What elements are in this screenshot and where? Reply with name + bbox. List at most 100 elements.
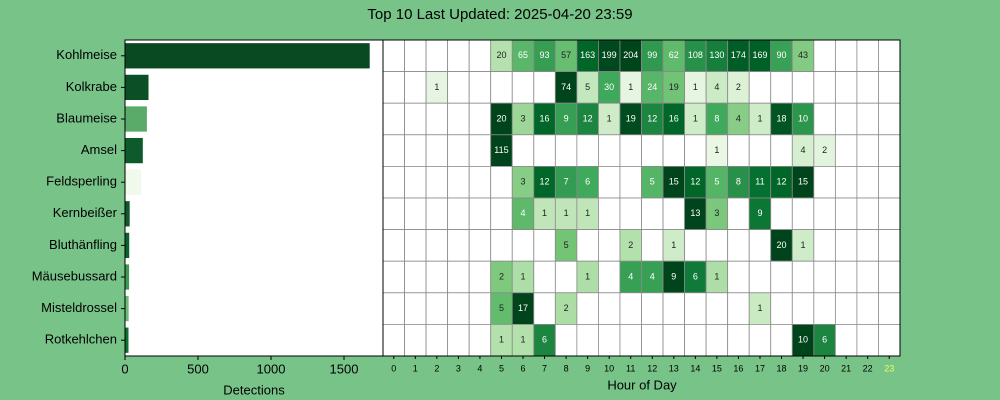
heatmap-cell (791, 197, 815, 231)
heatmap-cell (770, 197, 793, 231)
heatmap-cell (404, 292, 427, 325)
heatmap-cell (641, 229, 664, 262)
cell-label: 1 (585, 271, 590, 281)
heatmap-cell (468, 102, 492, 136)
x-tick-label: 14 (690, 363, 700, 373)
y-tick-label: Kohlmeise (56, 47, 117, 62)
cell-label: 5 (499, 303, 504, 313)
cell-label: 108 (688, 50, 703, 60)
cell-label: 12 (540, 177, 550, 187)
heatmap-cell (382, 229, 405, 262)
x-axis-label: Hour of Day (607, 377, 677, 392)
cell-label: 16 (540, 113, 550, 123)
cell-label: 1 (521, 271, 526, 281)
heatmap-cell (856, 229, 879, 262)
cell-label: 2 (628, 240, 633, 250)
heatmap-cell (404, 323, 427, 357)
cell-label: 65 (518, 50, 528, 60)
cell-label: 174 (731, 50, 746, 60)
cell-label: 5 (564, 240, 569, 250)
heatmap-cell (641, 134, 664, 167)
cell-label: 4 (650, 271, 655, 281)
heatmap-cell (813, 102, 836, 136)
heatmap-cell (641, 197, 664, 231)
heatmap-cell (382, 165, 405, 199)
heatmap-cell (404, 71, 427, 104)
heatmap-cell (619, 165, 642, 199)
cell-label: 6 (542, 335, 547, 345)
heatmap-cell (490, 71, 513, 104)
x-tick-label: 6 (521, 363, 526, 373)
heatmap-cell (468, 134, 492, 167)
cell-label: 62 (669, 50, 679, 60)
heatmap-cell (684, 323, 707, 357)
cell-label: 5 (650, 177, 655, 187)
heatmap-cell (490, 165, 513, 199)
heatmap-cell (856, 102, 879, 136)
cell-label: 19 (626, 113, 636, 123)
cell-label: 4 (714, 82, 719, 92)
bar (125, 295, 129, 322)
cell-label: 8 (736, 177, 741, 187)
heatmap-cell (705, 323, 729, 357)
heatmap-cell (748, 260, 772, 294)
heatmap-cell (404, 165, 427, 199)
heatmap-cell (425, 102, 449, 136)
heatmap-cell (813, 292, 836, 325)
heatmap-cell (813, 165, 836, 199)
heatmap-cell (468, 260, 492, 294)
heatmap-cell (834, 71, 858, 104)
heatmap-cell (598, 323, 621, 357)
y-tick-label: Feldsperling (46, 174, 117, 189)
heatmap-cell (684, 134, 707, 167)
y-tick-label: Amsel (81, 142, 117, 157)
heatmap-cell (748, 134, 772, 167)
x-tick-label: 15 (712, 363, 722, 373)
cell-label: 7 (564, 177, 569, 187)
heatmap-cell (727, 197, 750, 231)
cell-label: 1 (585, 208, 590, 218)
cell-label: 43 (798, 50, 808, 60)
heatmap-cell (511, 71, 535, 104)
cell-label: 17 (518, 303, 528, 313)
bar (125, 43, 370, 69)
x-tick-label: 21 (841, 363, 851, 373)
cell-label: 1 (714, 271, 719, 281)
heatmap-cell (598, 165, 621, 199)
heatmap-cell (554, 134, 578, 167)
bar (125, 232, 130, 259)
heatmap-cell (468, 39, 492, 73)
heatmap-cell (878, 292, 901, 325)
heatmap-cell (770, 323, 793, 357)
heatmap-cell (533, 260, 556, 294)
heatmap-cell (382, 260, 405, 294)
cell-label: 4 (736, 113, 741, 123)
y-tick-label: Mäusebussard (32, 268, 117, 283)
y-tick-label: Rotkehlchen (45, 332, 117, 347)
heatmap-cell (490, 197, 513, 231)
cell-label: 13 (690, 208, 700, 218)
x-tick-label: 11 (626, 363, 635, 373)
x-tick-label: 12 (647, 363, 657, 373)
x-tick-label: 5 (499, 363, 504, 373)
cell-label: 4 (521, 208, 526, 218)
heatmap-cell (834, 323, 858, 357)
heatmap-cell (770, 292, 793, 325)
heatmap-cell (813, 71, 836, 104)
heatmap-cell (834, 165, 858, 199)
x-tick-label: 8 (564, 363, 569, 373)
heatmap-cell (382, 39, 405, 73)
heatmap-cell (791, 292, 815, 325)
heatmap-cell (878, 134, 901, 167)
bar (125, 327, 129, 353)
heatmap-cell (576, 292, 599, 325)
heatmap-cell (598, 134, 621, 167)
x-tick-label: 23 (884, 363, 894, 373)
heatmap-cell (705, 229, 729, 262)
bar (125, 264, 130, 290)
heatmap-cell (619, 323, 642, 357)
cell-label: 1 (693, 113, 698, 123)
heatmap-cell (447, 229, 470, 262)
heatmap-cell (813, 229, 836, 262)
